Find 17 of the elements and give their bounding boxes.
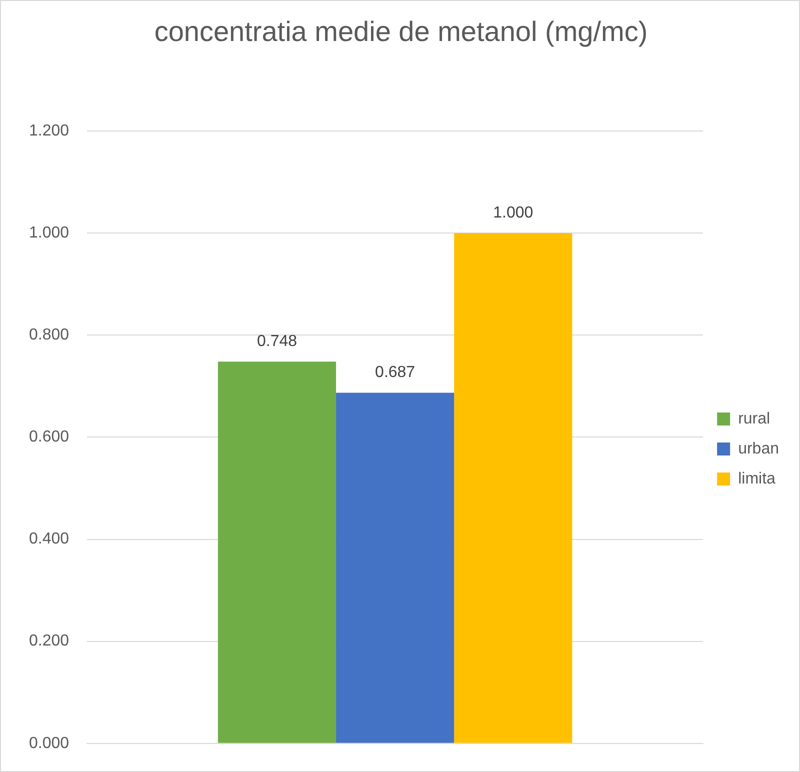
y-tick-label: 0.600 — [28, 428, 70, 446]
bar — [336, 392, 454, 743]
data-label: 0.748 — [256, 333, 298, 350]
data-label: 1.000 — [493, 204, 534, 222]
y-tick-label: 1.200 — [28, 122, 70, 140]
y-tick-label: 1.000 — [28, 224, 70, 242]
y-tick-label: 0.400 — [28, 530, 70, 548]
y-tick-label: 0.200 — [28, 632, 70, 650]
bar — [454, 233, 572, 743]
legend-label: limita — [738, 470, 776, 488]
legend-label: urban — [738, 440, 779, 458]
legend-label: rural — [738, 410, 770, 428]
data-label: 0.687 — [375, 364, 416, 382]
y-tick-label: 0.000 — [28, 734, 70, 752]
bar — [218, 362, 336, 743]
y-tick-label: 0.800 — [28, 326, 70, 344]
chart-title: concentratia medie de metanol (mg/mc) — [153, 15, 649, 49]
